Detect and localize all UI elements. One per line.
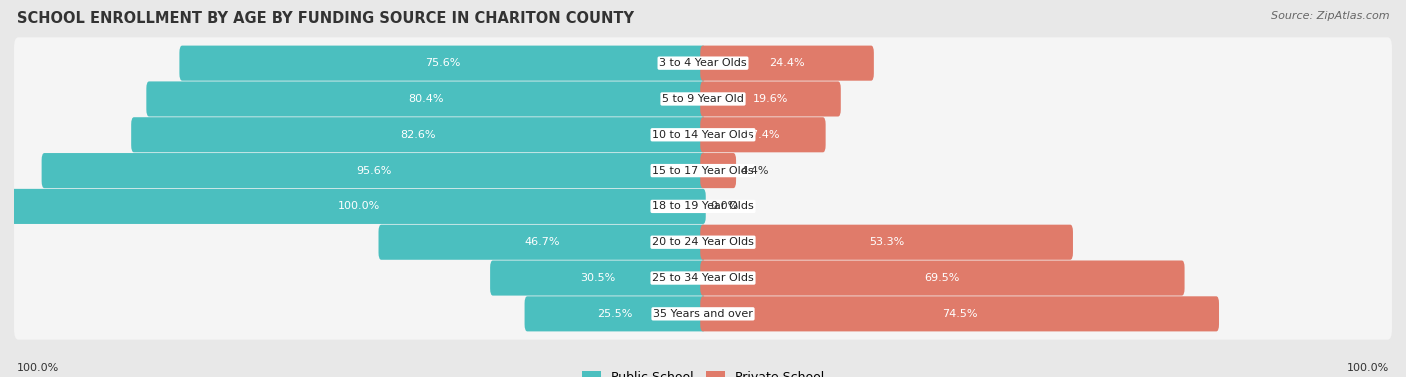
FancyBboxPatch shape xyxy=(14,288,1392,340)
FancyBboxPatch shape xyxy=(14,181,1392,232)
FancyBboxPatch shape xyxy=(14,37,1392,89)
FancyBboxPatch shape xyxy=(14,252,1392,304)
Text: 100.0%: 100.0% xyxy=(337,201,380,211)
Text: 24.4%: 24.4% xyxy=(769,58,804,68)
FancyBboxPatch shape xyxy=(14,145,1392,196)
Text: 17.4%: 17.4% xyxy=(745,130,780,140)
Text: 20 to 24 Year Olds: 20 to 24 Year Olds xyxy=(652,237,754,247)
Text: 100.0%: 100.0% xyxy=(1347,363,1389,373)
Text: 82.6%: 82.6% xyxy=(401,130,436,140)
Text: 75.6%: 75.6% xyxy=(425,58,460,68)
Text: 35 Years and over: 35 Years and over xyxy=(652,309,754,319)
FancyBboxPatch shape xyxy=(180,46,706,81)
FancyBboxPatch shape xyxy=(700,153,737,188)
FancyBboxPatch shape xyxy=(700,117,825,152)
FancyBboxPatch shape xyxy=(700,46,875,81)
FancyBboxPatch shape xyxy=(700,261,1185,296)
FancyBboxPatch shape xyxy=(700,296,1219,331)
Text: 46.7%: 46.7% xyxy=(524,237,560,247)
Text: 15 to 17 Year Olds: 15 to 17 Year Olds xyxy=(652,166,754,176)
FancyBboxPatch shape xyxy=(42,153,706,188)
FancyBboxPatch shape xyxy=(524,296,706,331)
Text: 10 to 14 Year Olds: 10 to 14 Year Olds xyxy=(652,130,754,140)
FancyBboxPatch shape xyxy=(14,73,1392,125)
Text: 53.3%: 53.3% xyxy=(869,237,904,247)
FancyBboxPatch shape xyxy=(700,81,841,116)
Text: 25.5%: 25.5% xyxy=(598,309,633,319)
FancyBboxPatch shape xyxy=(131,117,706,152)
Text: 74.5%: 74.5% xyxy=(942,309,977,319)
FancyBboxPatch shape xyxy=(700,225,1073,260)
FancyBboxPatch shape xyxy=(378,225,706,260)
Text: 80.4%: 80.4% xyxy=(408,94,444,104)
Text: 69.5%: 69.5% xyxy=(925,273,960,283)
Text: 100.0%: 100.0% xyxy=(17,363,59,373)
Text: Source: ZipAtlas.com: Source: ZipAtlas.com xyxy=(1271,11,1389,21)
FancyBboxPatch shape xyxy=(146,81,706,116)
Text: SCHOOL ENROLLMENT BY AGE BY FUNDING SOURCE IN CHARITON COUNTY: SCHOOL ENROLLMENT BY AGE BY FUNDING SOUR… xyxy=(17,11,634,26)
Text: 0.0%: 0.0% xyxy=(710,201,738,211)
Text: 30.5%: 30.5% xyxy=(581,273,616,283)
Text: 3 to 4 Year Olds: 3 to 4 Year Olds xyxy=(659,58,747,68)
FancyBboxPatch shape xyxy=(11,189,706,224)
Text: 25 to 34 Year Olds: 25 to 34 Year Olds xyxy=(652,273,754,283)
FancyBboxPatch shape xyxy=(14,109,1392,161)
Text: 18 to 19 Year Olds: 18 to 19 Year Olds xyxy=(652,201,754,211)
FancyBboxPatch shape xyxy=(14,216,1392,268)
Text: 19.6%: 19.6% xyxy=(752,94,789,104)
Legend: Public School, Private School: Public School, Private School xyxy=(576,366,830,377)
FancyBboxPatch shape xyxy=(491,261,706,296)
Text: 4.4%: 4.4% xyxy=(740,166,769,176)
Text: 5 to 9 Year Old: 5 to 9 Year Old xyxy=(662,94,744,104)
Text: 95.6%: 95.6% xyxy=(356,166,391,176)
